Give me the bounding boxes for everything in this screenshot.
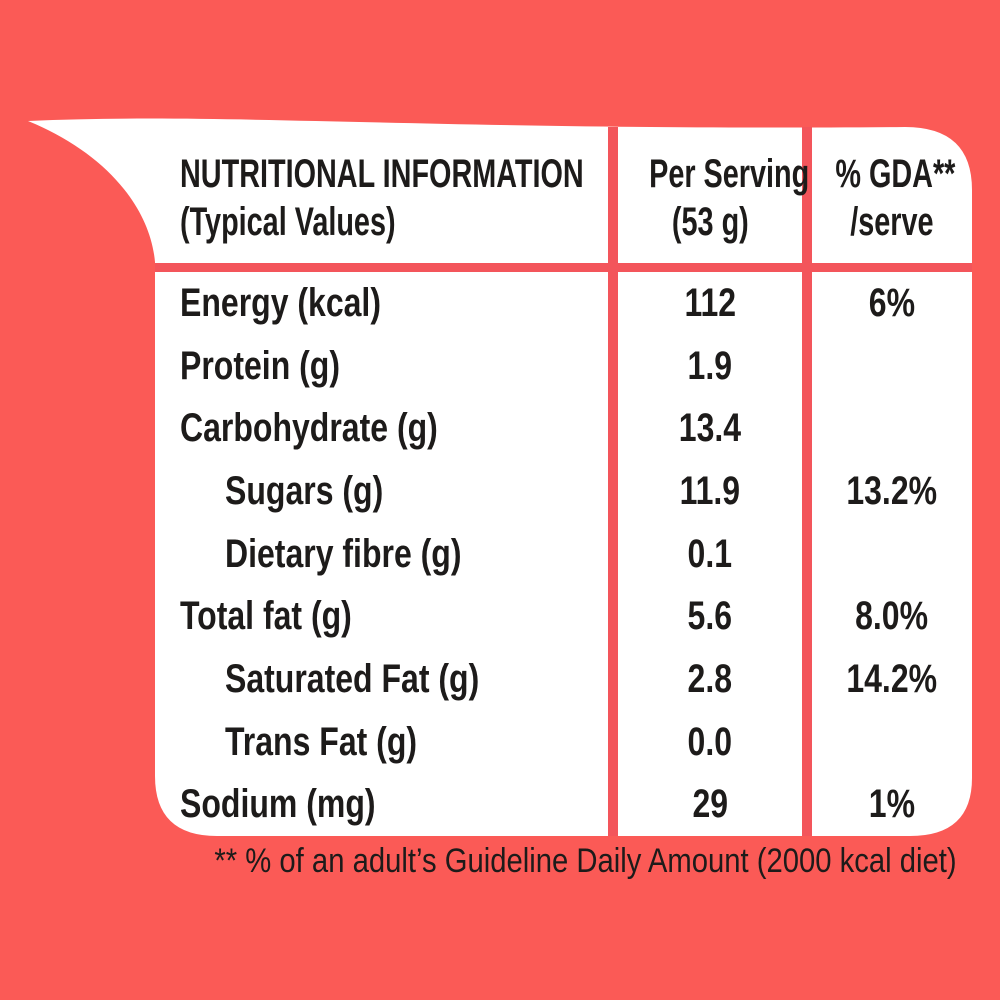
row-label: Sodium (mg)	[180, 782, 376, 827]
header-column-nutritional-information: NUTRITIONAL INFORMATION (Typical Values)	[180, 150, 741, 246]
per-serving-line1: Per Serving	[649, 152, 810, 196]
column-divider-1	[608, 127, 618, 836]
panel-background	[28, 118, 972, 837]
header-title-line2: (Typical Values)	[180, 200, 396, 244]
row-gda: 8.0%	[855, 594, 929, 639]
row-label: Saturated Fat (g)	[225, 656, 480, 701]
gda-line1: % GDA**	[835, 152, 956, 196]
gda-footnote: ** % of an adult’s Guideline Daily Amoun…	[214, 842, 957, 880]
table-row-carbohydrate: Carbohydrate (g) 13.4	[155, 397, 972, 460]
row-value: 2.8	[687, 656, 733, 701]
table-row-dietary-fibre: Dietary fibre (g) 0.1	[155, 523, 972, 586]
table-row-protein: Protein (g) 1.9	[155, 335, 972, 398]
row-value: 13.4	[678, 406, 742, 451]
row-value: 112	[684, 280, 736, 325]
row-label: Protein (g)	[180, 343, 340, 388]
row-value: 5.6	[687, 594, 733, 639]
table-row-sugars: Sugars (g) 11.9 13.2%	[155, 460, 972, 523]
row-label: Trans Fat (g)	[225, 719, 418, 764]
row-gda	[812, 344, 972, 389]
row-value: 1.9	[687, 343, 733, 388]
column-divider-2	[802, 127, 812, 836]
table-row-trans-fat: Trans Fat (g) 0.0	[155, 711, 972, 774]
row-gda	[812, 720, 972, 765]
row-label: Dietary fibre (g)	[225, 531, 462, 576]
table-row-sodium: Sodium (mg) 29 1%	[155, 773, 972, 836]
header-column-per-serving: Per Serving (53 g)	[618, 150, 810, 246]
row-gda	[812, 406, 972, 451]
row-label: Total fat (g)	[180, 594, 352, 639]
row-gda: 13.2%	[846, 468, 938, 513]
row-gda: 1%	[868, 782, 916, 827]
header-separator-line	[155, 263, 972, 272]
row-value: 29	[692, 782, 728, 827]
table-row-saturated-fat: Saturated Fat (g) 2.8 14.2%	[155, 648, 972, 711]
table-row-energy: Energy (kcal) 112 6%	[155, 272, 972, 335]
row-label: Carbohydrate (g)	[180, 406, 438, 451]
row-value: 0.1	[687, 531, 733, 576]
row-gda	[812, 532, 972, 577]
gda-line2: /serve	[850, 200, 934, 244]
header-title-line1: NUTRITIONAL INFORMATION	[180, 152, 584, 196]
row-label: Energy (kcal)	[180, 280, 381, 325]
row-value: 11.9	[679, 468, 741, 513]
table-row-total-fat: Total fat (g) 5.6 8.0%	[155, 585, 972, 648]
per-serving-line2: (53 g)	[671, 200, 749, 244]
nutrition-table-body: Energy (kcal) 112 6% Protein (g) 1.9 Car…	[155, 272, 972, 836]
header-column-gda: % GDA** /serve	[812, 150, 972, 246]
row-gda: 6%	[868, 280, 916, 325]
row-value: 0.0	[687, 719, 733, 764]
row-label: Sugars (g)	[225, 468, 384, 513]
row-gda: 14.2%	[846, 656, 938, 701]
